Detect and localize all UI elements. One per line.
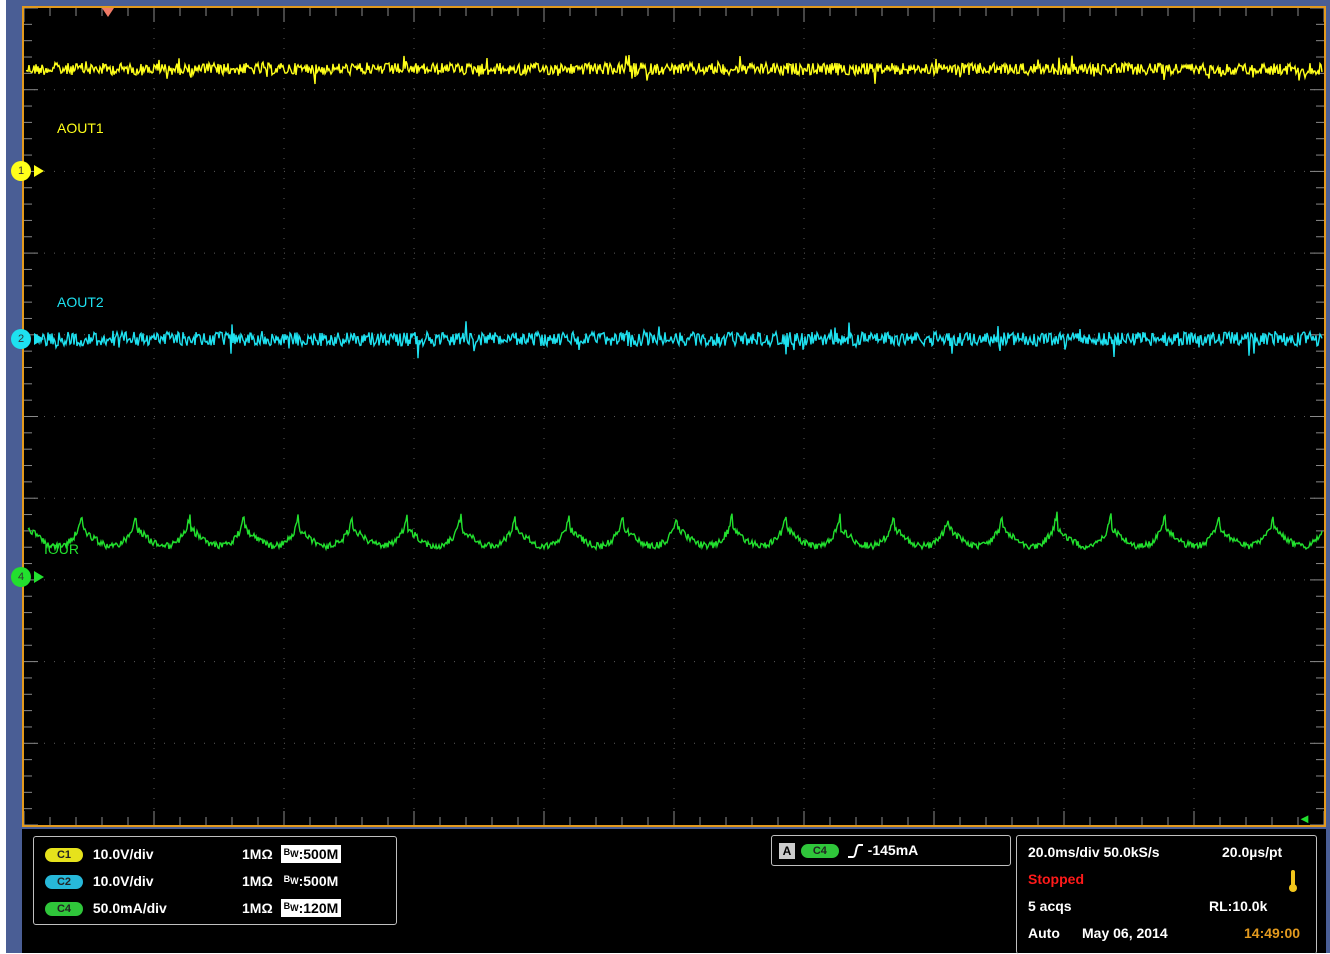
ch1-bandwidth: BW:500M bbox=[280, 845, 342, 863]
ch1-arrow-icon bbox=[34, 165, 44, 177]
trigger-mode: Auto bbox=[1028, 925, 1060, 941]
ch1-marker-icon[interactable]: 1 bbox=[11, 161, 31, 181]
ch2-badge: C2 bbox=[45, 875, 83, 890]
trigger-row: A C4 -145mA bbox=[779, 841, 919, 860]
ch1-badge: C1 bbox=[45, 848, 83, 863]
trigger-position-marker-icon[interactable] bbox=[102, 8, 114, 17]
ch2-settings-row[interactable]: C2 10.0V/div bbox=[45, 872, 154, 890]
ch2-waveform-label: AOUT2 bbox=[57, 294, 104, 310]
record-length: RL:10.0k bbox=[1209, 898, 1268, 914]
ch2-arrow-icon bbox=[34, 333, 44, 345]
ch4-settings-row[interactable]: C4 50.0mA/div bbox=[45, 899, 167, 917]
ch4-waveform-label: IOUR bbox=[44, 541, 79, 557]
ch2-coupling: 1MΩ BW:500M bbox=[242, 872, 341, 890]
ch4-trace bbox=[27, 511, 1323, 552]
ch1-trace bbox=[25, 55, 1323, 85]
acquisition-count: 5 acqs bbox=[1028, 898, 1072, 914]
waveform-display[interactable]: AOUT1 AOUT2 IOUR ◄ bbox=[22, 6, 1326, 827]
ch4-bandwidth: BW:120M bbox=[280, 899, 342, 917]
ch1-impedance: 1MΩ bbox=[242, 846, 273, 862]
ch4-arrow-icon bbox=[34, 571, 44, 583]
trigger-panel[interactable]: A C4 -145mA bbox=[771, 835, 1011, 866]
trigger-level-arrow-icon[interactable]: ◄ bbox=[1298, 811, 1311, 826]
trigger-level: -145mA bbox=[867, 842, 919, 858]
ch2-trace bbox=[35, 321, 1323, 359]
ch4-coupling: 1MΩ BW:120M bbox=[242, 899, 342, 917]
ch1-scale: 10.0V/div bbox=[92, 846, 154, 862]
ch4-badge: C4 bbox=[45, 902, 83, 917]
status-bar: C1 10.0V/div 1MΩ BW:500M C2 10.0V/div 1M… bbox=[22, 829, 1326, 954]
trigger-source-badge: C4 bbox=[800, 844, 839, 859]
rising-edge-icon bbox=[847, 844, 863, 859]
ch1-settings-row[interactable]: C1 10.0V/div bbox=[45, 845, 154, 863]
waveform-canvas bbox=[24, 8, 1324, 825]
channel-settings-panel: C1 10.0V/div 1MΩ BW:500M C2 10.0V/div 1M… bbox=[33, 836, 397, 925]
time-resolution: 20.0µs/pt bbox=[1222, 844, 1283, 860]
acquisition-time: 14:49:00 bbox=[1244, 925, 1301, 941]
ch2-bandwidth: BW:500M bbox=[283, 873, 339, 889]
acquisition-state: Stopped bbox=[1028, 871, 1084, 887]
acquisition-date: May 06, 2014 bbox=[1082, 925, 1168, 941]
trigger-mode-badge: A bbox=[779, 843, 795, 860]
thermometer-icon bbox=[1289, 870, 1297, 892]
ch1-waveform-label: AOUT1 bbox=[57, 120, 104, 136]
ch2-impedance: 1MΩ bbox=[242, 873, 273, 889]
timebase: 20.0ms/div 50.0kS/s bbox=[1028, 844, 1160, 860]
ch4-impedance: 1MΩ bbox=[242, 900, 273, 916]
ch4-marker-icon[interactable]: 4 bbox=[11, 567, 31, 587]
ch4-scale: 50.0mA/div bbox=[92, 900, 167, 916]
acquisition-panel[interactable]: 20.0ms/div 50.0kS/s 20.0µs/pt Stopped 5 … bbox=[1016, 835, 1317, 954]
ch2-scale: 10.0V/div bbox=[92, 873, 154, 889]
ch1-coupling: 1MΩ BW:500M bbox=[242, 845, 342, 863]
ch2-marker-icon[interactable]: 2 bbox=[11, 329, 31, 349]
